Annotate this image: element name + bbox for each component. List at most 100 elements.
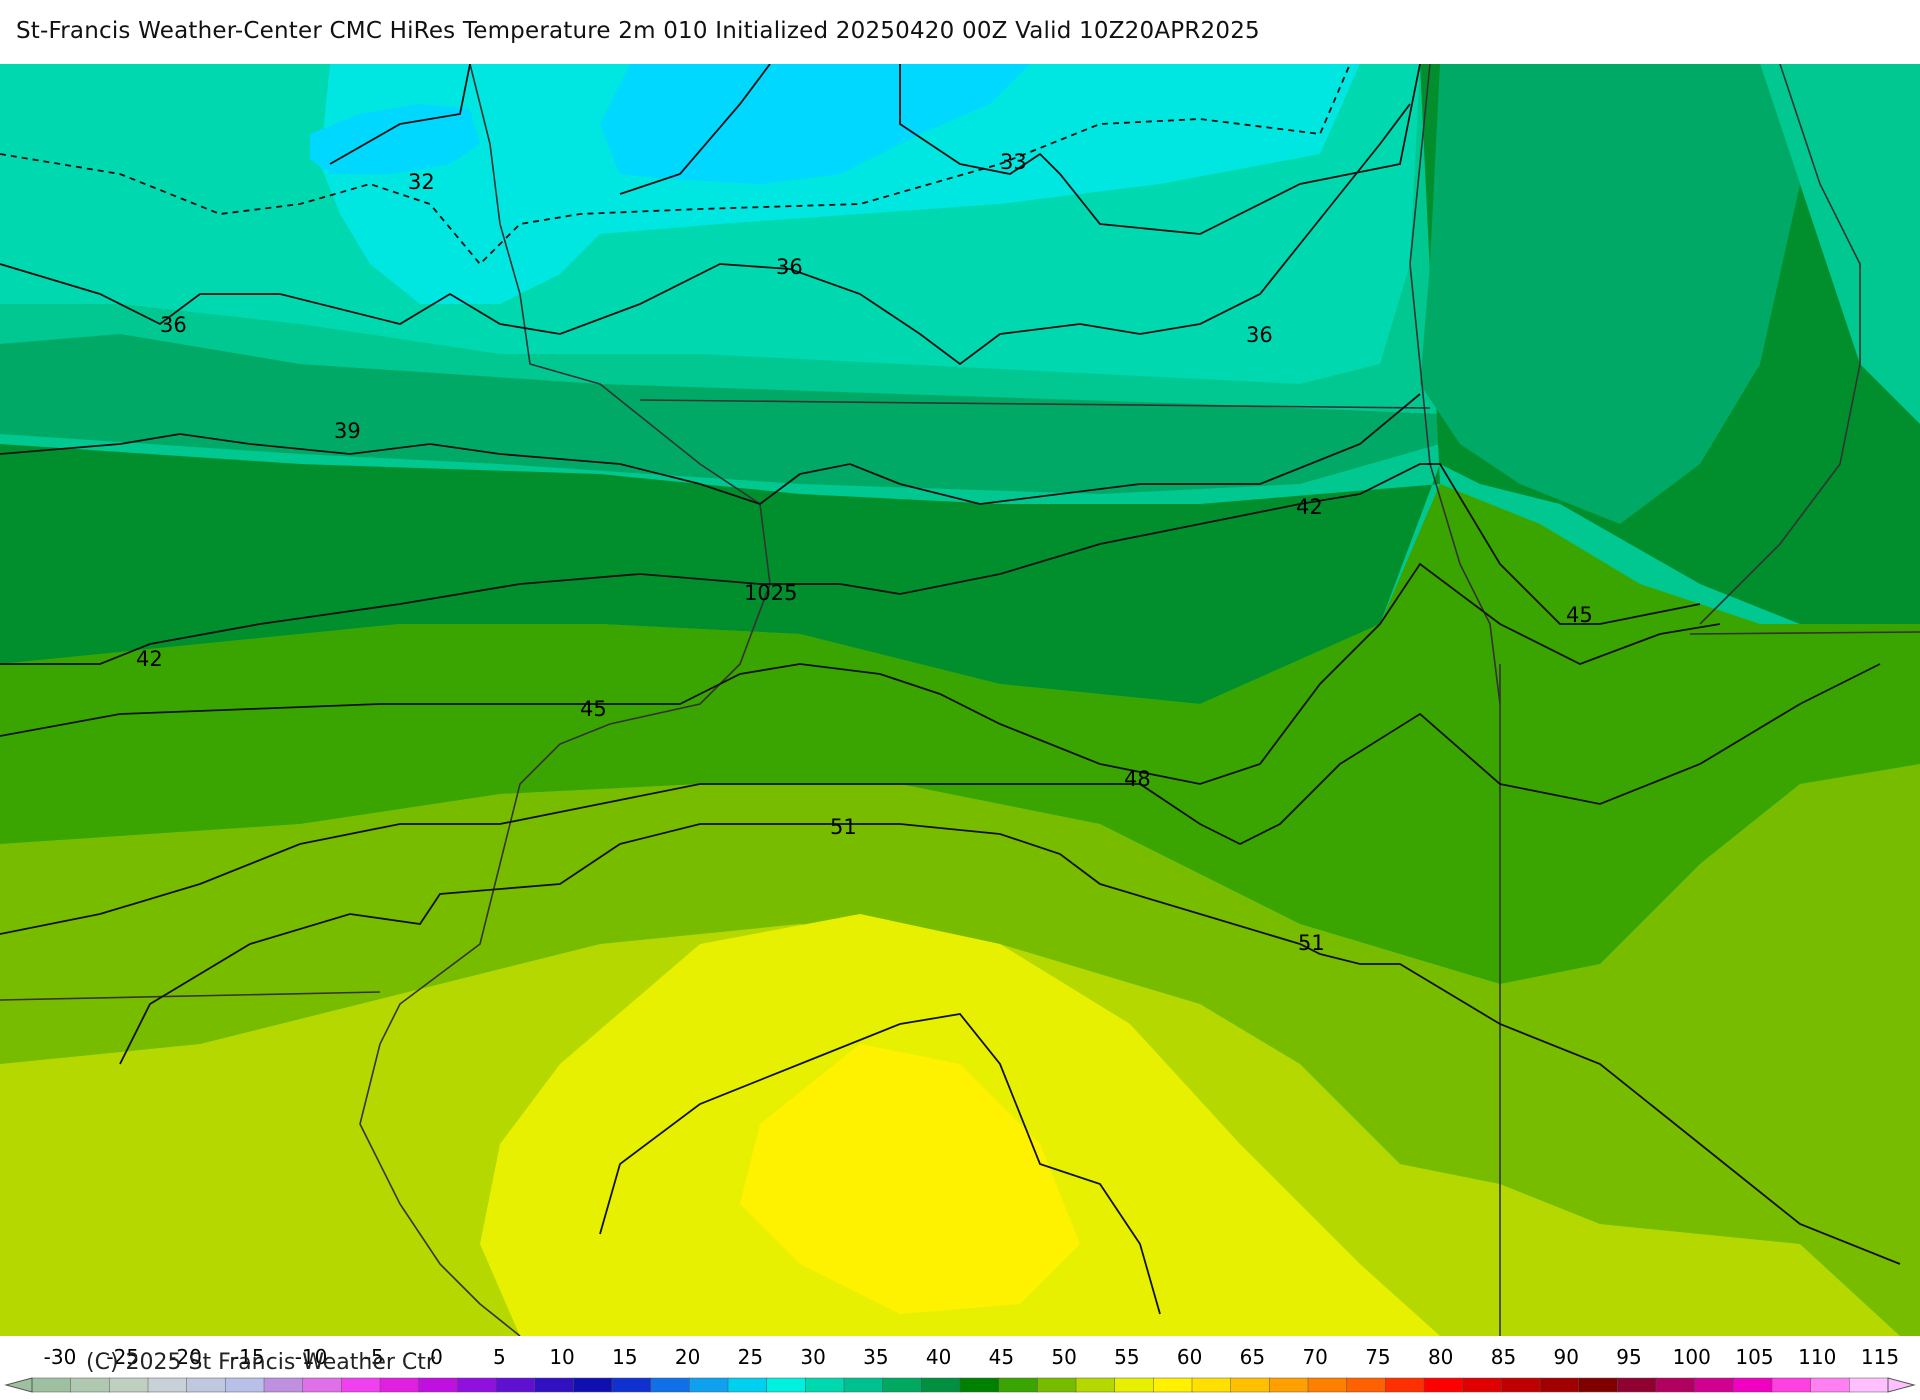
contour-label-45-east: 45 [1566, 603, 1593, 627]
legend-color-swatch [650, 1377, 691, 1393]
legend-color-swatch [1385, 1377, 1425, 1393]
contour-label-36-center: 36 [776, 255, 803, 279]
contour-39 [0, 393, 1421, 506]
legend-tick-label: -5 [364, 1345, 384, 1369]
legend-tick-label: -25 [106, 1345, 139, 1369]
river-main [359, 64, 771, 1336]
band-cold-2 [310, 104, 480, 174]
legend-tick-label: 95 [1616, 1345, 1641, 1369]
contour-label-33: 33 [1000, 150, 1027, 174]
legend-color-swatch [1230, 1377, 1271, 1393]
legend-color-swatch [457, 1377, 497, 1393]
legend-arrow-right [1887, 1377, 1916, 1393]
legend-color-swatch [1501, 1377, 1541, 1393]
river-far-east [1699, 64, 1861, 625]
legend-color-swatch [31, 1377, 72, 1393]
legend-tick-label: 100 [1673, 1345, 1711, 1369]
contour-51 [119, 823, 1901, 1265]
contour-label-39: 39 [334, 419, 361, 443]
legend-color-swatch [1075, 1377, 1116, 1393]
isotherm-contours [0, 64, 1901, 1315]
contour-32 [0, 64, 1351, 266]
legend-color-swatch [534, 1377, 575, 1393]
legend-tick-label: 55 [1114, 1345, 1139, 1369]
legend-color-swatch [1269, 1377, 1309, 1393]
contour-label-36-east: 36 [1246, 323, 1273, 347]
legend-tick-label: 90 [1553, 1345, 1578, 1369]
legend-tick-label: 80 [1428, 1345, 1453, 1369]
legend-color-swatch [921, 1377, 961, 1393]
contour-label-51-west: 51 [830, 815, 857, 839]
legend-color-swatch [1539, 1377, 1580, 1393]
legend-color-swatch [341, 1377, 381, 1393]
legend-color-swatch [727, 1377, 768, 1393]
color-legend: -30 -25 -20 -15 -10 -5 0 5 10 15 20 25 30 35 40 45 50 55 6… [0, 1336, 1920, 1400]
legend-color-swatch [1153, 1377, 1193, 1393]
legend-tick-label: 105 [1735, 1345, 1773, 1369]
state-border-west [0, 991, 381, 1001]
legend-color-swatch [1771, 1377, 1812, 1393]
legend-color-swatch [1655, 1377, 1696, 1393]
legend-color-bar [4, 1377, 1916, 1393]
contour-label-42-west: 42 [136, 647, 163, 671]
contour-label-32: 32 [408, 170, 435, 194]
legend-color-swatch [843, 1377, 884, 1393]
legend-color-swatch [109, 1377, 149, 1393]
contour-label-42-east: 42 [1296, 495, 1323, 519]
band-39 [0, 334, 1440, 494]
legend-tick-label: 50 [1051, 1345, 1076, 1369]
legend-color-swatch [1694, 1377, 1735, 1393]
legend-color-swatch [186, 1377, 227, 1393]
band-cold-1 [600, 64, 1030, 184]
legend-color-swatch [418, 1377, 459, 1393]
legend-tick-label: -15 [232, 1345, 265, 1369]
contour-42 [0, 463, 1701, 665]
legend-color-swatch [225, 1377, 265, 1393]
legend-color-swatch [1191, 1377, 1232, 1393]
band-48 [0, 764, 1920, 1336]
legend-tick-label: 85 [1491, 1345, 1516, 1369]
legend-color-swatch [1849, 1377, 1889, 1393]
legend-tick-label: 70 [1302, 1345, 1327, 1369]
color-legend-svg: -30 -25 -20 -15 -10 -5 0 5 10 15 20 25 30 35 40 45 50 55 6… [4, 1345, 1916, 1393]
legend-tick-label: 35 [863, 1345, 888, 1369]
temperature-map-svg: 32 33 36 36 36 39 42 42 45 45 48 51 51 1… [0, 64, 1920, 1336]
legend-color-swatch [70, 1377, 111, 1393]
contour-label-48: 48 [1124, 767, 1151, 791]
legend-color-swatch [1617, 1377, 1657, 1393]
band-30 [320, 64, 1360, 304]
legend-tick-label: 110 [1798, 1345, 1836, 1369]
temperature-map: 32 33 36 36 36 39 42 42 45 45 48 51 51 1… [0, 64, 1920, 1336]
legend-ticks: -30 -25 -20 -15 -10 -5 0 5 10 15 20 25 30 35 40 45 50 55 6… [44, 1345, 1899, 1369]
legend-color-swatch [1810, 1377, 1851, 1393]
legend-color-swatch [1578, 1377, 1619, 1393]
legend-tick-label: 10 [549, 1345, 574, 1369]
state-border-north [639, 399, 1431, 409]
legend-color-swatch [263, 1377, 304, 1393]
legend-color-swatch [1733, 1377, 1773, 1393]
legend-tick-label: 5 [493, 1345, 506, 1369]
copyright-text: (C) 2025 St Francis Weather Ctr [86, 1350, 435, 1375]
contour-54 [599, 1013, 1161, 1315]
legend-color-swatch [882, 1377, 923, 1393]
legend-color-swatch [1346, 1377, 1387, 1393]
title-bar: St-Francis Weather-Center CMC HiRes Temp… [0, 0, 1920, 64]
legend-tick-label: 60 [1177, 1345, 1202, 1369]
legend-tick-label: 115 [1861, 1345, 1899, 1369]
band-45 [0, 484, 1920, 984]
state-county-boundaries [0, 64, 1920, 1336]
contour-36 [0, 103, 1411, 366]
map-title: St-Francis Weather-Center CMC HiRes Temp… [16, 18, 1260, 44]
legend-color-swatch [1307, 1377, 1348, 1393]
legend-tick-label: 30 [800, 1345, 825, 1369]
legend-color-swatch [805, 1377, 845, 1393]
legend-tick-label: 45 [989, 1345, 1014, 1369]
legend-color-swatch [959, 1377, 1000, 1393]
contour-48 [0, 663, 1881, 935]
contour-labels: 32 33 36 36 36 39 42 42 45 45 48 51 51 1… [136, 150, 1593, 955]
legend-color-swatch [766, 1377, 807, 1393]
legend-color-swatch [998, 1377, 1039, 1393]
legend-tick-label: 75 [1365, 1345, 1390, 1369]
contour-33 [329, 64, 1421, 235]
legend-tick-label: 25 [738, 1345, 763, 1369]
